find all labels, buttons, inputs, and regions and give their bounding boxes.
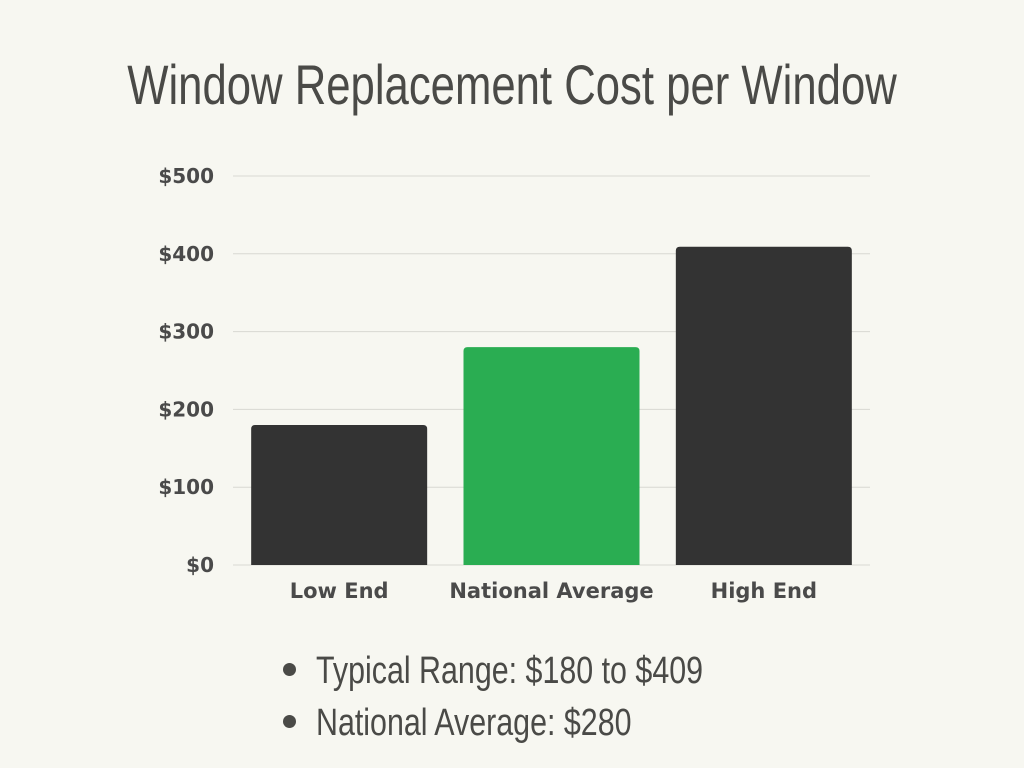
x-axis-category-labels: Low End National Average High End [290, 579, 817, 603]
y-tick-label: $100 [158, 475, 214, 499]
bar-chart: $0 $100 $200 $300 $400 $500 Low End National A… [158, 164, 870, 603]
y-axis-tick-labels: $0 $100 $200 $300 $400 $500 [158, 164, 214, 577]
summary-item-typical-range: Typical Range: $180 to $409 [283, 645, 800, 697]
bar-low-end [251, 424, 428, 565]
bars [251, 246, 852, 565]
chart-title: Window Replacement Cost per Window [127, 53, 897, 116]
y-tick-label: $400 [158, 242, 214, 266]
summary-list: Typical Range: $180 to $409 National Ave… [283, 645, 800, 749]
y-tick-label: $300 [158, 320, 214, 344]
y-tick-label: $200 [158, 397, 214, 421]
x-category-label: High End [711, 579, 817, 603]
summary-item-national-average: National Average: $280 [283, 697, 800, 749]
y-tick-label: $500 [158, 164, 214, 188]
y-tick-label: $0 [186, 553, 214, 577]
bar-national-average [463, 347, 640, 565]
x-category-label: National Average [449, 579, 653, 603]
bar-high-end [675, 246, 852, 565]
bullet-icon [283, 663, 296, 677]
bullet-icon [283, 715, 296, 729]
summary-text: Typical Range: $180 to $409 [316, 650, 704, 692]
x-category-label: Low End [290, 579, 389, 603]
summary-text: National Average: $280 [316, 702, 632, 744]
